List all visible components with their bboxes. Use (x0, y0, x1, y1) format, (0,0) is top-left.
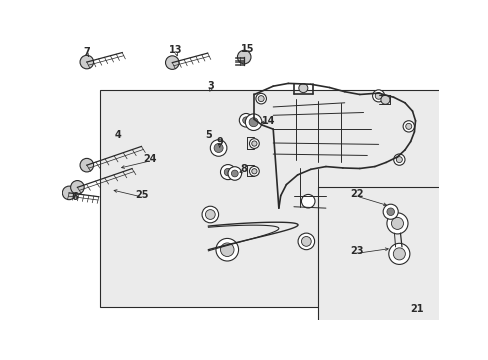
Circle shape (237, 50, 250, 64)
Circle shape (210, 140, 226, 156)
Circle shape (245, 114, 262, 130)
Circle shape (248, 118, 258, 127)
Circle shape (390, 217, 403, 229)
Circle shape (301, 194, 314, 208)
Circle shape (386, 213, 407, 234)
Text: 23: 23 (349, 246, 363, 256)
Circle shape (80, 158, 93, 172)
Bar (468, 90, 488, 306)
Circle shape (251, 168, 257, 174)
Text: 9: 9 (216, 136, 223, 147)
Text: 25: 25 (135, 190, 149, 200)
Circle shape (220, 165, 235, 180)
Circle shape (298, 233, 314, 250)
Circle shape (242, 117, 249, 123)
Circle shape (62, 186, 76, 200)
Circle shape (392, 248, 405, 260)
Circle shape (383, 204, 397, 219)
Circle shape (402, 121, 413, 132)
Text: 24: 24 (142, 154, 156, 164)
Text: 22: 22 (349, 189, 363, 199)
Text: 7: 7 (83, 46, 90, 57)
Circle shape (298, 84, 307, 93)
Circle shape (249, 139, 259, 148)
Circle shape (70, 181, 84, 194)
Text: 14: 14 (262, 116, 275, 126)
Circle shape (374, 93, 381, 99)
Circle shape (301, 237, 310, 246)
Circle shape (380, 95, 389, 104)
Text: 15: 15 (241, 44, 254, 54)
Circle shape (372, 90, 384, 102)
Circle shape (220, 243, 234, 256)
Circle shape (205, 210, 215, 219)
Text: 5: 5 (204, 130, 211, 140)
Text: 8: 8 (240, 164, 247, 174)
Circle shape (231, 170, 238, 177)
Circle shape (393, 154, 404, 165)
Circle shape (395, 157, 402, 163)
Text: 13: 13 (169, 45, 183, 55)
Circle shape (224, 168, 231, 176)
Circle shape (255, 93, 266, 104)
Circle shape (388, 243, 409, 264)
Bar (318, 187, 488, 360)
Text: 6: 6 (71, 192, 78, 202)
Circle shape (80, 55, 93, 69)
Text: 4: 4 (115, 130, 121, 140)
Text: 21: 21 (409, 304, 423, 314)
Circle shape (386, 208, 394, 216)
Circle shape (251, 141, 257, 146)
Circle shape (214, 144, 223, 153)
Circle shape (405, 123, 411, 129)
Circle shape (227, 167, 241, 180)
Text: 11: 11 (487, 130, 488, 140)
Circle shape (249, 166, 259, 176)
Circle shape (258, 96, 264, 102)
Bar (100, 90, 449, 306)
Circle shape (165, 56, 179, 69)
Circle shape (216, 238, 238, 261)
Circle shape (239, 113, 252, 127)
Circle shape (202, 206, 218, 223)
Text: 3: 3 (207, 81, 214, 91)
